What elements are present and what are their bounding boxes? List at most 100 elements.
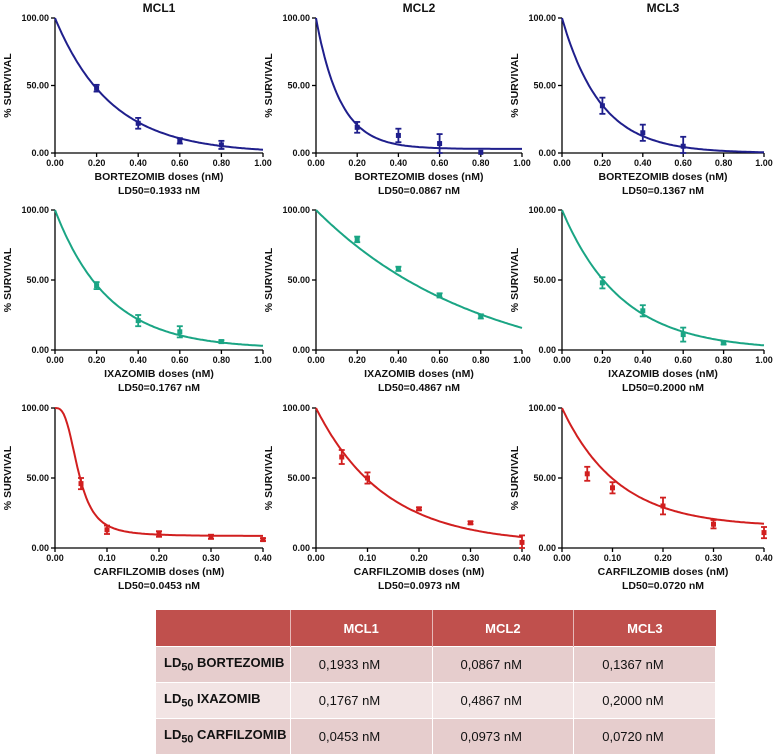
y-axis-label: % SURVIVAL xyxy=(2,247,14,312)
x-tick-label: 1.00 xyxy=(254,355,272,365)
y-tick-label: 50.00 xyxy=(533,81,556,91)
x-tick-label: 0.40 xyxy=(513,553,531,563)
x-tick-label: 0.00 xyxy=(553,158,571,168)
data-point xyxy=(79,481,84,486)
cell-carfilzomib-mcl1: 0,0453 nM xyxy=(290,719,432,754)
chart-title: MCL3 xyxy=(647,1,680,15)
data-point xyxy=(437,141,442,146)
x-tick-label: 0.00 xyxy=(553,355,571,365)
y-axis-label: % SURVIVAL xyxy=(2,445,14,510)
fit-curve xyxy=(562,18,764,152)
ld50-annotation: LD50=0.0867 nM xyxy=(378,185,460,197)
y-axis-label: % SURVIVAL xyxy=(263,247,275,312)
x-tick-label: 0.30 xyxy=(462,553,480,563)
y-tick-label: 0.00 xyxy=(31,543,49,553)
cell-ixazomib-mcl3: 0,2000 nM xyxy=(574,683,716,719)
x-tick-label: 0.00 xyxy=(46,355,64,365)
data-point xyxy=(600,103,605,108)
data-point xyxy=(681,144,686,149)
x-tick-label: 0.30 xyxy=(202,553,220,563)
y-tick-label: 100.00 xyxy=(21,13,49,23)
x-tick-label: 0.20 xyxy=(654,553,672,563)
data-point xyxy=(365,476,370,481)
y-axis-label: % SURVIVAL xyxy=(2,53,14,118)
ld50-annotation: LD50=0.1767 nM xyxy=(118,382,200,394)
data-point xyxy=(94,86,99,91)
data-point xyxy=(762,530,767,535)
x-tick-label: 0.80 xyxy=(472,355,490,365)
x-tick-label: 0.00 xyxy=(307,553,325,563)
data-point xyxy=(585,471,590,476)
fit-curve xyxy=(562,210,764,345)
y-axis-label: % SURVIVAL xyxy=(263,445,275,510)
x-tick-label: 1.00 xyxy=(755,158,773,168)
y-tick-label: 0.00 xyxy=(31,148,49,158)
data-point xyxy=(600,280,605,285)
y-axis-label: % SURVIVAL xyxy=(509,445,521,510)
data-point xyxy=(177,138,182,143)
x-tick-label: 0.00 xyxy=(46,553,64,563)
x-axis-label: BORTEZOMIB doses (nM) xyxy=(95,171,224,183)
x-tick-label: 0.10 xyxy=(98,553,116,563)
fit-curve xyxy=(55,18,263,150)
y-tick-label: 100.00 xyxy=(528,403,556,413)
cell-ixazomib-mcl2: 0,4867 nM xyxy=(432,683,574,719)
data-point xyxy=(355,125,360,130)
x-tick-label: 0.40 xyxy=(254,553,272,563)
y-tick-label: 50.00 xyxy=(26,275,49,285)
table-header-row: MCL1 MCL2 MCL3 xyxy=(156,610,716,647)
x-tick-label: 0.80 xyxy=(472,158,490,168)
x-tick-label: 1.00 xyxy=(513,355,531,365)
x-axis-label: BORTEZOMIB doses (nM) xyxy=(599,171,728,183)
data-point xyxy=(437,293,442,298)
ld50-summary-table: MCL1 MCL2 MCL3 LD50 BORTEZOMIB 0,1933 nM… xyxy=(156,610,716,754)
y-tick-label: 50.00 xyxy=(287,473,310,483)
x-tick-label: 0.20 xyxy=(594,355,612,365)
y-axis-label: % SURVIVAL xyxy=(509,247,521,312)
fit-curve xyxy=(55,210,263,346)
x-tick-label: 0.40 xyxy=(634,158,652,168)
x-tick-label: 0.20 xyxy=(348,158,366,168)
data-point xyxy=(396,133,401,138)
data-point xyxy=(339,455,344,460)
cell-bortezomib-mcl2: 0,0867 nM xyxy=(432,647,574,683)
data-point xyxy=(640,130,645,135)
x-tick-label: 0.20 xyxy=(88,355,106,365)
x-axis-label: CARFILZOMIB doses (nM) xyxy=(598,566,729,578)
x-tick-label: 0.80 xyxy=(715,355,733,365)
x-tick-label: 0.80 xyxy=(213,158,231,168)
y-tick-label: 50.00 xyxy=(26,473,49,483)
chart-title: MCL1 xyxy=(143,1,176,15)
cell-bortezomib-mcl1: 0,1933 nM xyxy=(290,647,432,683)
x-axis-label: IXAZOMIB doses (nM) xyxy=(104,368,214,380)
y-tick-label: 0.00 xyxy=(31,345,49,355)
data-point xyxy=(417,506,422,511)
ld50-annotation: LD50=0.1367 nM xyxy=(622,185,704,197)
cell-bortezomib-mcl3: 0,1367 nM xyxy=(574,647,716,683)
y-tick-label: 50.00 xyxy=(533,473,556,483)
x-tick-label: 1.00 xyxy=(254,158,272,168)
y-tick-label: 100.00 xyxy=(21,403,49,413)
data-point xyxy=(209,534,214,539)
x-tick-label: 0.60 xyxy=(674,355,692,365)
data-point xyxy=(640,308,645,313)
x-tick-label: 0.40 xyxy=(755,553,773,563)
x-tick-label: 0.30 xyxy=(705,553,723,563)
x-tick-label: 0.00 xyxy=(307,355,325,365)
data-point xyxy=(177,329,182,334)
data-point xyxy=(105,527,110,532)
y-tick-label: 100.00 xyxy=(528,205,556,215)
ld50-annotation: LD50=0.0453 nM xyxy=(118,580,200,592)
x-tick-label: 0.10 xyxy=(359,553,377,563)
x-tick-label: 0.60 xyxy=(431,355,449,365)
x-tick-label: 0.40 xyxy=(129,355,147,365)
data-point xyxy=(136,121,141,126)
x-tick-label: 0.00 xyxy=(307,158,325,168)
dose-response-chart-grid: MCL1 0.00 50.00 100.00 0.00 0.20 0.40 0.60 0.80 1… xyxy=(0,0,777,600)
data-point xyxy=(219,142,224,147)
row-label-bortezomib: LD50 BORTEZOMIB xyxy=(156,647,290,683)
